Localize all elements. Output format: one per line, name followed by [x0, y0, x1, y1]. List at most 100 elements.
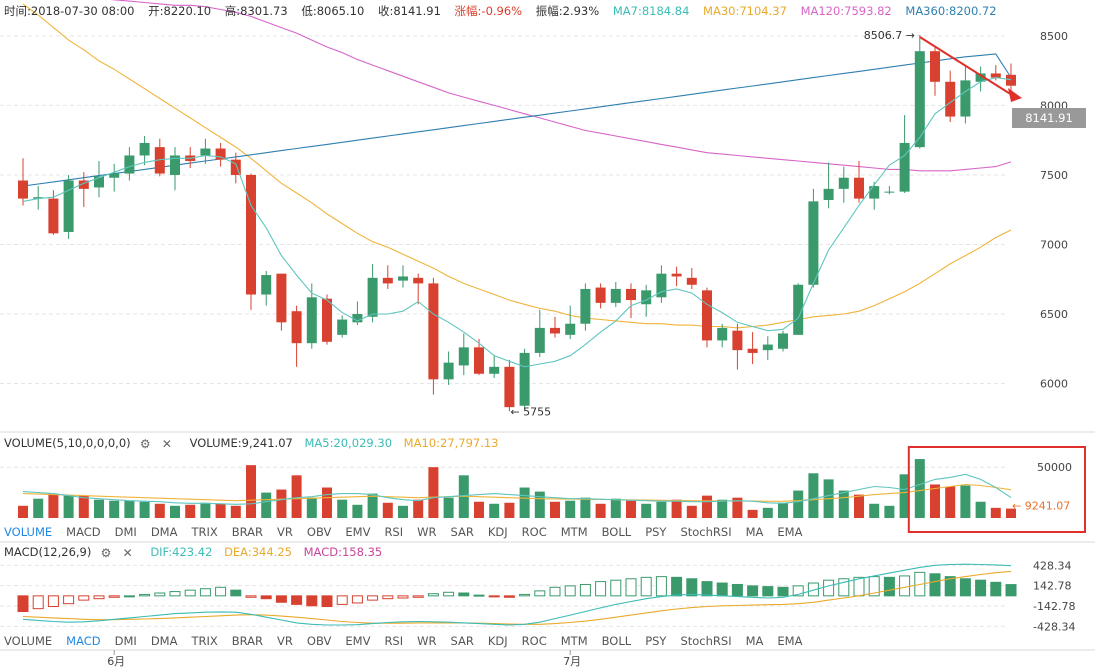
candle-body [382, 277, 393, 284]
macd-bar [488, 595, 500, 598]
tab-sar[interactable]: SAR [450, 525, 474, 539]
tab-rsi[interactable]: RSI [384, 634, 404, 648]
gear-icon[interactable]: ⚙ [139, 436, 151, 451]
candle [778, 330, 788, 352]
tab-psy[interactable]: PSY [645, 634, 667, 648]
candle [322, 294, 332, 345]
tab-trix[interactable]: TRIX [191, 525, 218, 539]
candle-body [960, 80, 971, 117]
tab-rsi[interactable]: RSI [384, 525, 404, 539]
tab-ma[interactable]: MA [745, 634, 764, 648]
tab-obv[interactable]: OBV [306, 525, 332, 539]
tab-macd[interactable]: MACD [66, 634, 101, 648]
candle [443, 351, 454, 385]
tab-brar[interactable]: BRAR [231, 525, 264, 539]
candle [413, 273, 424, 305]
volume-bar [884, 505, 895, 518]
candle [702, 287, 712, 348]
candle [63, 174, 74, 239]
close-icon[interactable]: ✕ [122, 545, 133, 560]
volume-bar [200, 502, 211, 518]
macd-bar [215, 586, 227, 597]
info-change: 涨幅:-0.96% [454, 4, 523, 18]
volume-bar [534, 491, 545, 518]
volume-bar [899, 474, 910, 518]
tab-volume[interactable]: VOLUME [4, 525, 53, 539]
volume-bar [975, 501, 986, 518]
candle-body [975, 73, 986, 82]
candle [504, 359, 515, 412]
tab-kdj[interactable]: KDJ [487, 525, 508, 539]
tab-obv[interactable]: OBV [306, 634, 332, 648]
candle [595, 283, 606, 309]
macd-bar [838, 578, 850, 597]
tab-dmi[interactable]: DMI [114, 634, 137, 648]
candle-body [170, 155, 180, 175]
macd-bar [199, 588, 211, 597]
volume-value: VOLUME:9,241.07 [189, 436, 293, 450]
price-tick-label: 8500 [1040, 30, 1068, 43]
volume-bar [519, 487, 530, 518]
tab-mtm[interactable]: MTM [560, 634, 588, 648]
candle [124, 147, 135, 181]
tab-wr[interactable]: WR [417, 634, 437, 648]
candle [139, 136, 150, 166]
tab-dma[interactable]: DMA [150, 525, 178, 539]
tab-sar[interactable]: SAR [450, 634, 474, 648]
tab-brar[interactable]: BRAR [231, 634, 264, 648]
tab-stochrsi[interactable]: StochRSI [680, 525, 732, 539]
candle [534, 309, 545, 358]
macd-bar [473, 594, 485, 597]
close-icon[interactable]: ✕ [161, 436, 172, 451]
gear-icon[interactable]: ⚙ [100, 545, 112, 560]
tab-mtm[interactable]: MTM [560, 525, 588, 539]
macd-bar [139, 593, 151, 597]
tab-vr[interactable]: VR [277, 634, 293, 648]
macd-dif: DIF:423.42 [150, 545, 213, 559]
tab-stochrsi[interactable]: StochRSI [680, 634, 732, 648]
macd-tick-label: -142.78 [1033, 600, 1075, 613]
tab-ema[interactable]: EMA [777, 634, 803, 648]
macd-bar [169, 591, 181, 597]
tab-vr[interactable]: VR [277, 525, 293, 539]
volume-bar [793, 490, 804, 518]
volume-bar [413, 499, 424, 518]
tab-ema[interactable]: EMA [777, 525, 803, 539]
tab-macd[interactable]: MACD [66, 525, 101, 539]
tab-emv[interactable]: EMV [345, 634, 371, 648]
volume-bar [170, 505, 180, 518]
volume-bar [595, 503, 606, 518]
volume-bar [322, 487, 332, 518]
macd-bar [382, 595, 394, 600]
macd-bar [260, 595, 272, 600]
indicator-tabs-1: VOLUME MACD DMI DMA TRIX BRAR VR OBV EMV RSI WR SAR… [4, 524, 816, 540]
candle [854, 161, 864, 203]
macd-bar [640, 576, 652, 597]
volume-bar [185, 504, 196, 518]
tab-dmi[interactable]: DMI [114, 525, 137, 539]
tab-boll[interactable]: BOLL [601, 634, 632, 648]
tab-trix[interactable]: TRIX [191, 634, 218, 648]
tab-emv[interactable]: EMV [345, 525, 371, 539]
tab-wr[interactable]: WR [417, 525, 437, 539]
dif-line [22, 563, 1012, 626]
info-open: 开:8220.10 [148, 4, 212, 18]
candle [489, 355, 500, 378]
tab-kdj[interactable]: KDJ [487, 634, 508, 648]
volume-bar [367, 493, 378, 518]
tab-roc[interactable]: ROC [521, 525, 547, 539]
candle-body [291, 311, 302, 344]
macd-bar [78, 595, 90, 601]
tab-dma[interactable]: DMA [150, 634, 178, 648]
tab-ma[interactable]: MA [745, 525, 764, 539]
tab-roc[interactable]: ROC [521, 634, 547, 648]
candle-body [337, 319, 348, 335]
candle [580, 283, 591, 331]
tab-psy[interactable]: PSY [645, 525, 667, 539]
candle-body [276, 273, 287, 323]
candle-body [215, 148, 226, 160]
candle-body [641, 290, 652, 305]
tab-volume[interactable]: VOLUME [4, 634, 53, 648]
tab-boll[interactable]: BOLL [601, 525, 632, 539]
volume-bar [580, 497, 591, 518]
